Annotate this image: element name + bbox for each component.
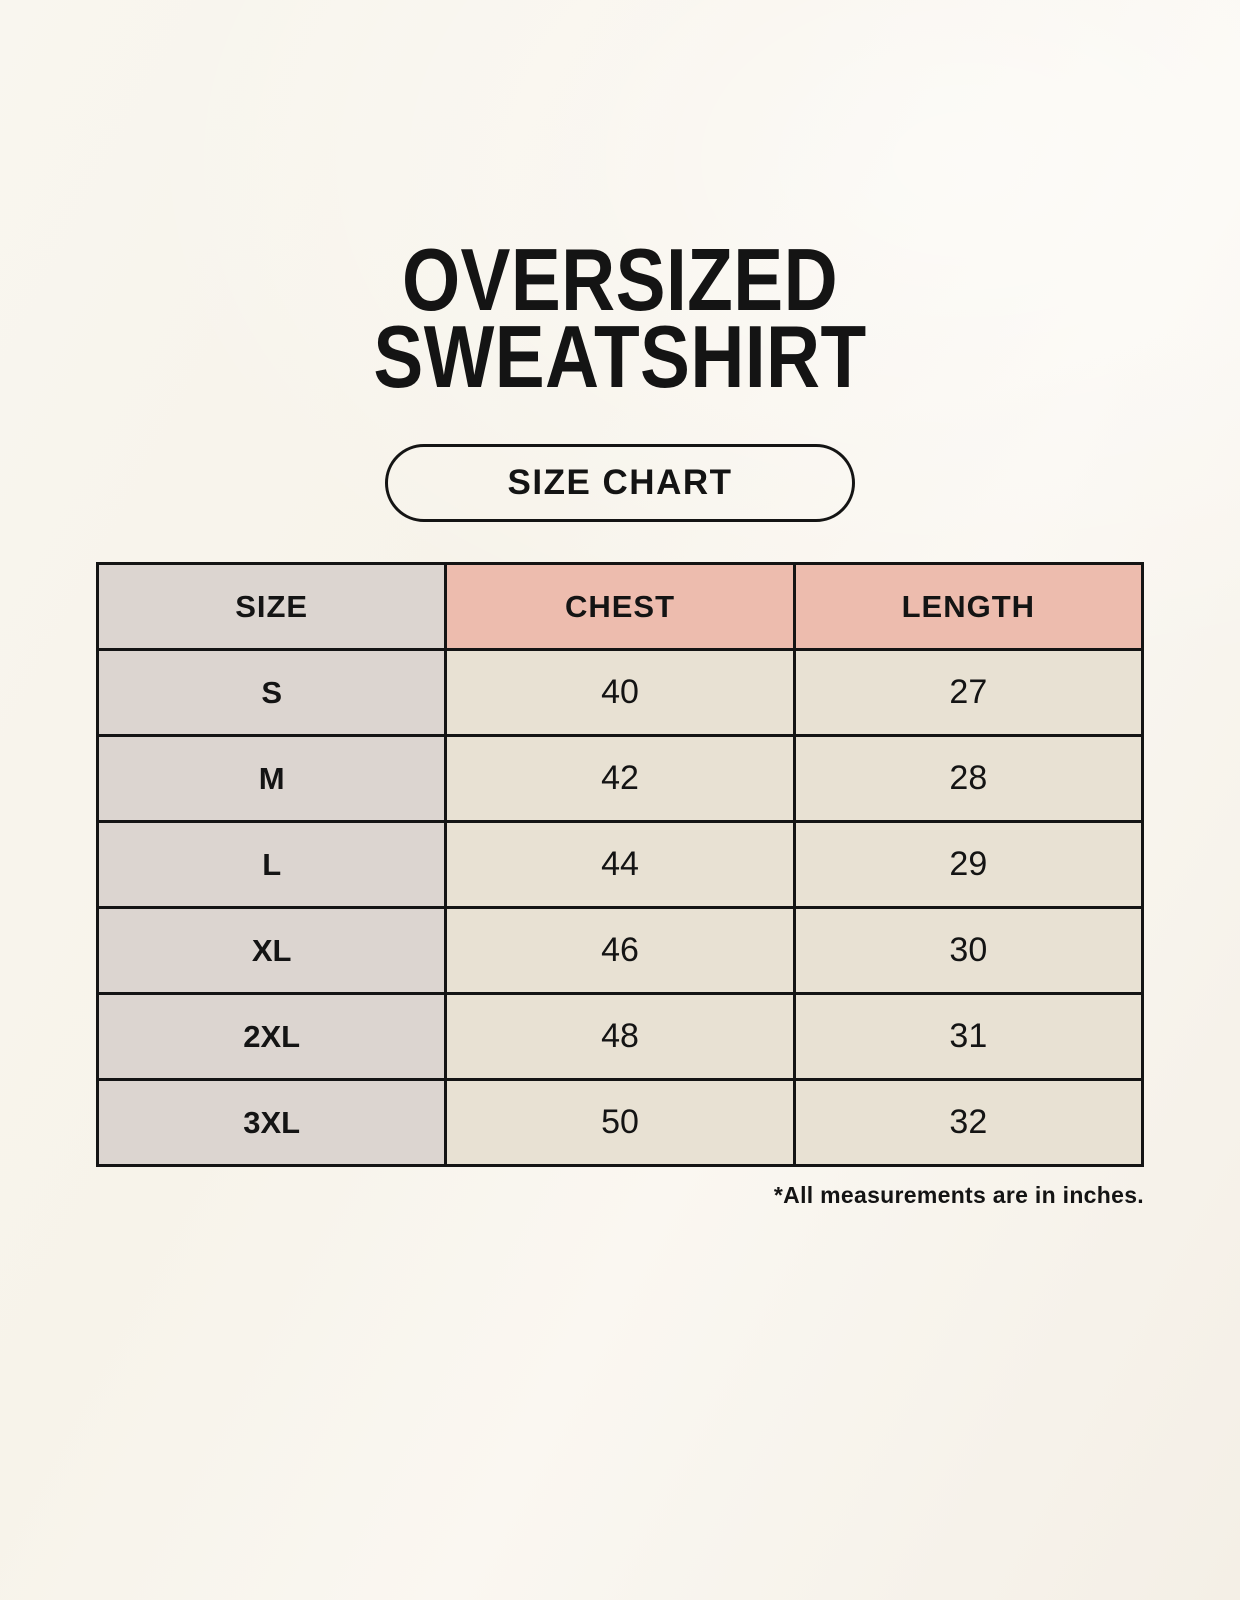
table-row: L 44 29 bbox=[95, 820, 1145, 909]
length-cell: 31 bbox=[792, 992, 1145, 1081]
page-title: OVERSIZED SWEATSHIRT bbox=[0, 230, 1240, 406]
page-title-line2: SWEATSHIRT bbox=[373, 307, 867, 406]
chest-cell: 48 bbox=[444, 992, 796, 1081]
chest-cell: 40 bbox=[444, 648, 796, 737]
table-row: XL 46 30 bbox=[95, 906, 1145, 995]
size-cell: 3XL bbox=[95, 1078, 448, 1167]
measurements-footnote: *All measurements are in inches. bbox=[773, 1182, 1144, 1208]
page-title-line1: OVERSIZED bbox=[401, 230, 839, 329]
table-row: S 40 27 bbox=[95, 648, 1145, 737]
chest-cell: 50 bbox=[444, 1078, 796, 1167]
table-row: 3XL 50 32 bbox=[95, 1078, 1145, 1167]
size-cell: L bbox=[95, 820, 448, 909]
col-header-chest: CHEST bbox=[444, 562, 796, 651]
size-cell: 2XL bbox=[95, 992, 448, 1081]
size-chart-button-label: SIZE CHART bbox=[507, 463, 733, 502]
chest-cell: 42 bbox=[444, 734, 796, 823]
size-cell: XL bbox=[95, 906, 448, 995]
length-cell: 27 bbox=[792, 648, 1145, 737]
table-header-row: SIZE CHEST LENGTH bbox=[95, 562, 1145, 651]
chest-cell: 44 bbox=[444, 820, 796, 909]
size-cell: S bbox=[95, 648, 448, 737]
table-row: M 42 28 bbox=[95, 734, 1145, 823]
length-cell: 30 bbox=[792, 906, 1145, 995]
length-cell: 32 bbox=[792, 1078, 1145, 1167]
length-cell: 29 bbox=[792, 820, 1145, 909]
size-cell: M bbox=[95, 734, 448, 823]
col-header-length: LENGTH bbox=[792, 562, 1145, 651]
chest-cell: 46 bbox=[444, 906, 796, 995]
size-table: SIZE CHEST LENGTH S 40 27 M 42 28 L 44 2… bbox=[95, 562, 1145, 1167]
size-chart-button[interactable]: SIZE CHART bbox=[385, 444, 855, 522]
length-cell: 28 bbox=[792, 734, 1145, 823]
table-row: 2XL 48 31 bbox=[95, 992, 1145, 1081]
col-header-size: SIZE bbox=[95, 562, 448, 651]
